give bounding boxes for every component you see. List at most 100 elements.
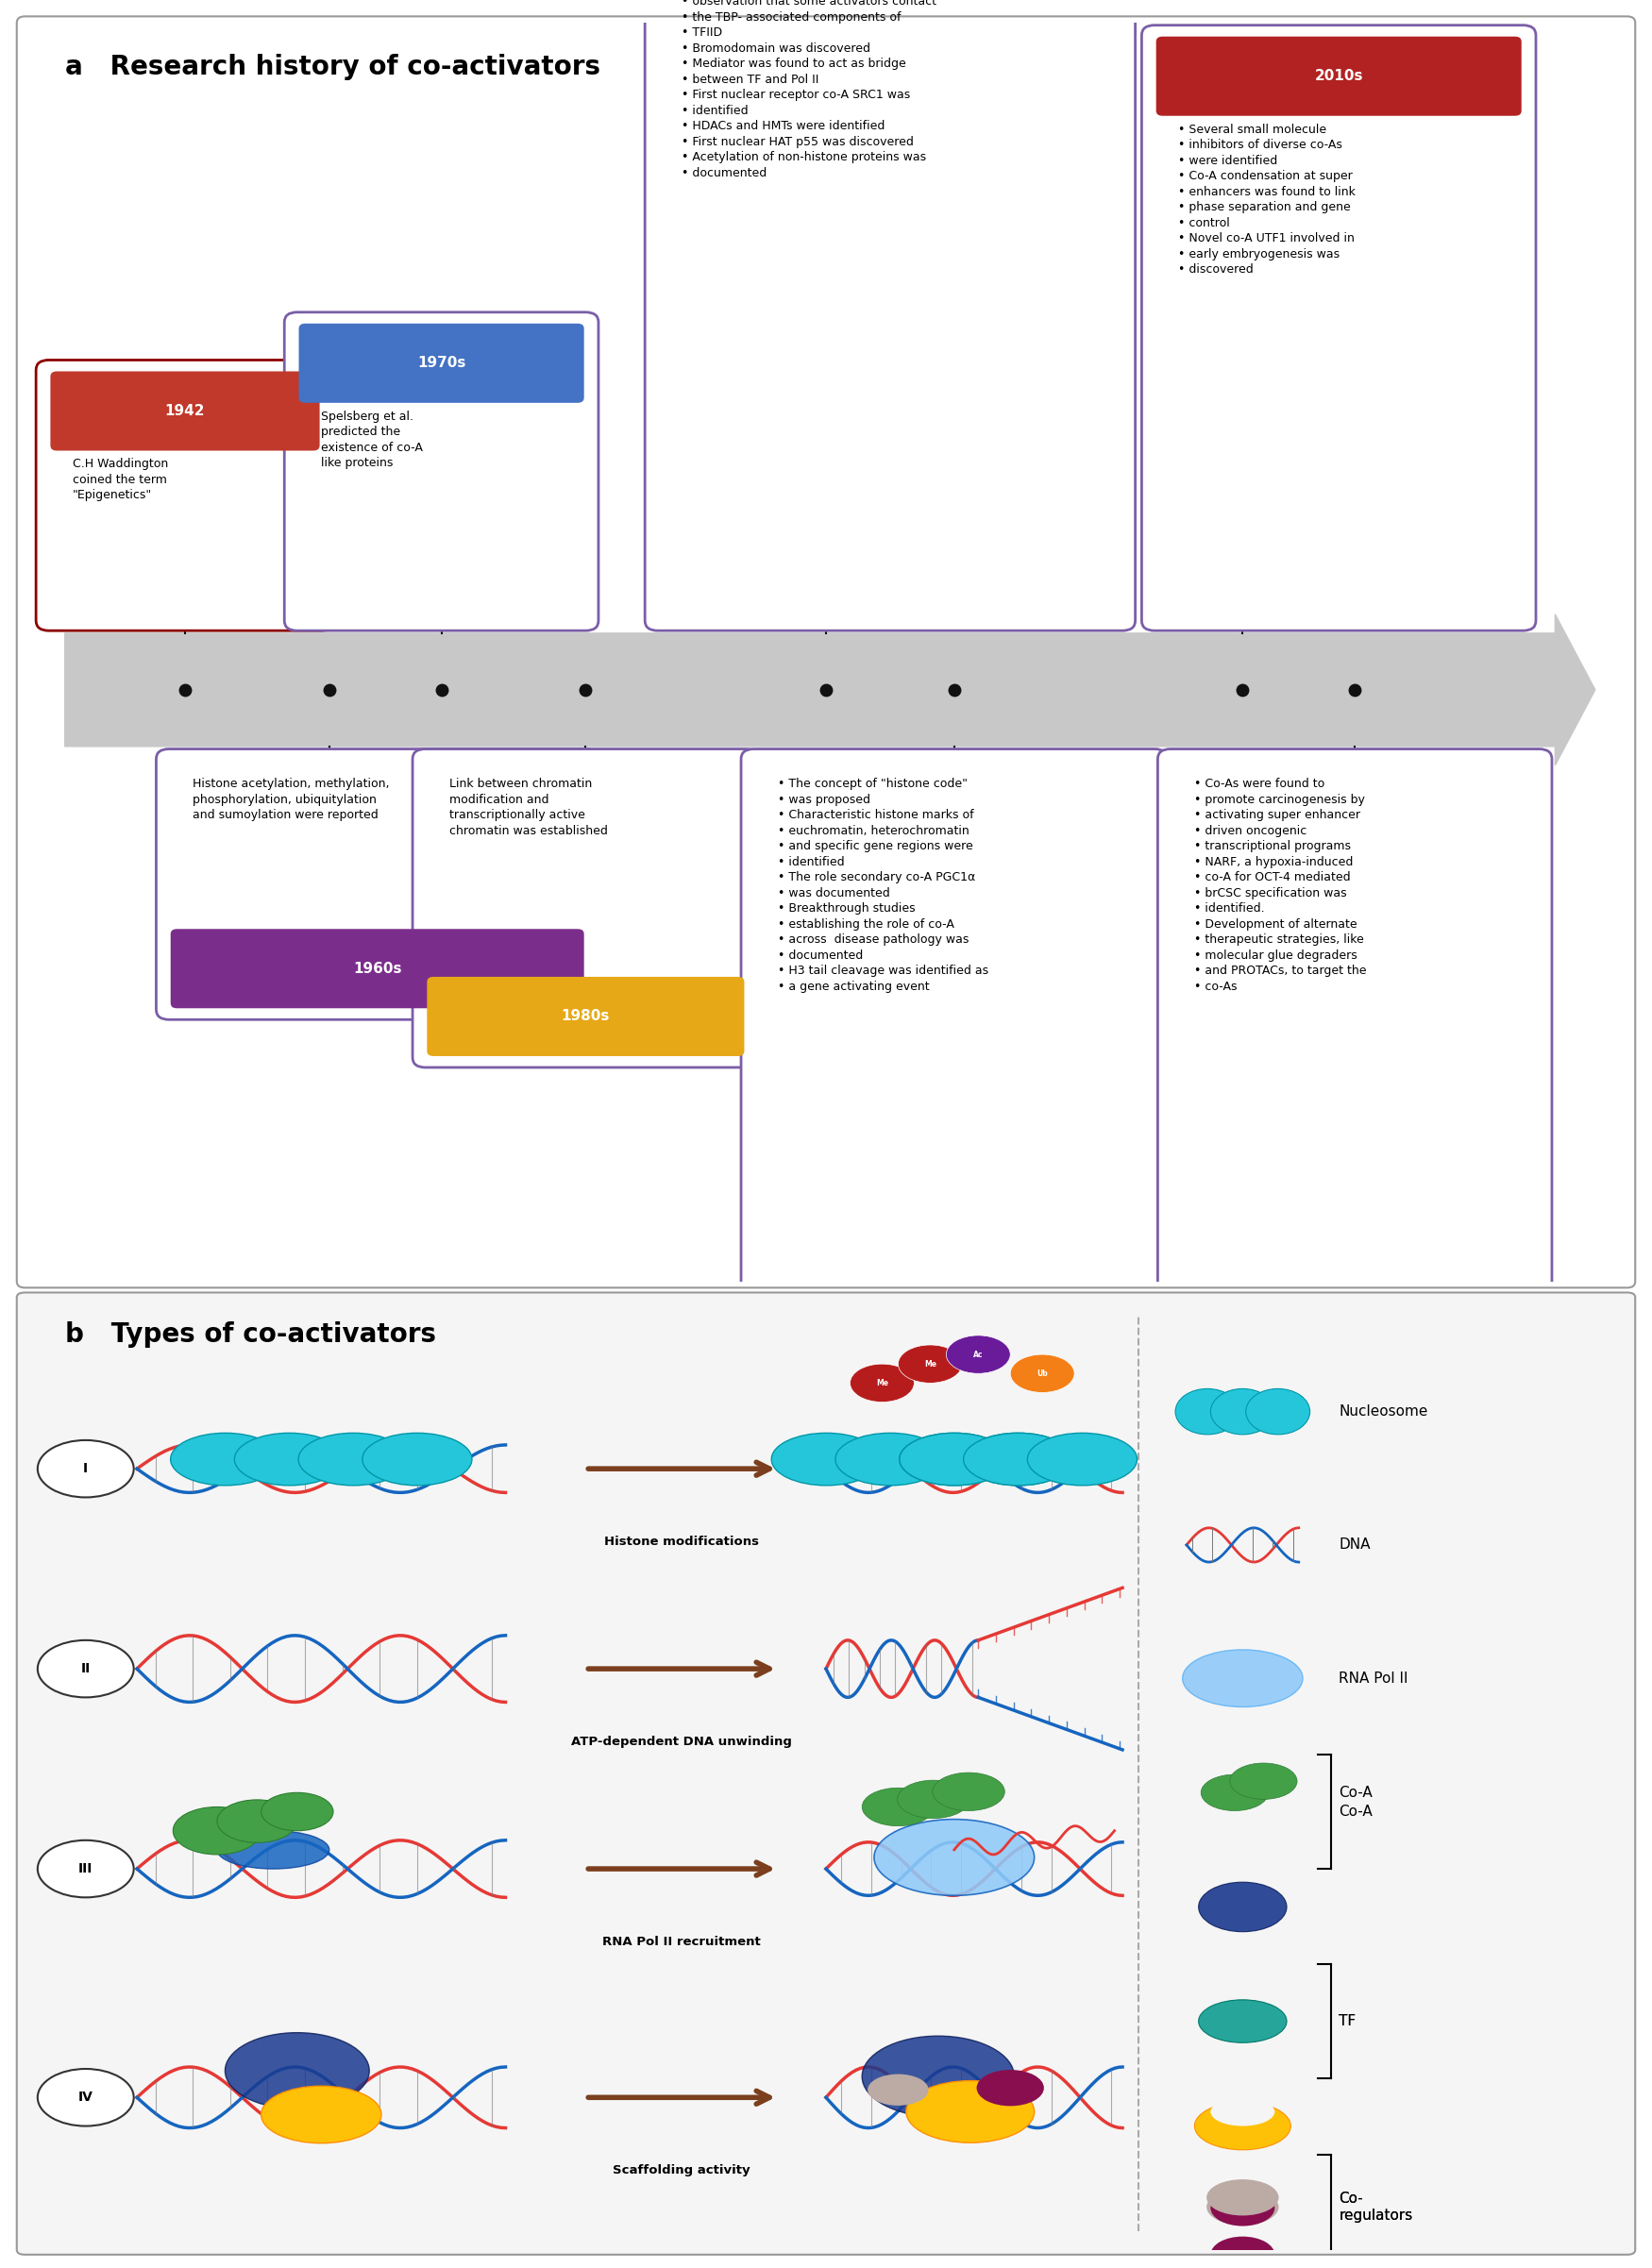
Ellipse shape [362, 1433, 472, 1486]
FancyBboxPatch shape [170, 930, 585, 1009]
Ellipse shape [771, 1433, 881, 1486]
Ellipse shape [1201, 1774, 1269, 1810]
FancyBboxPatch shape [413, 748, 758, 1068]
Ellipse shape [933, 1774, 1004, 1810]
Text: • Several small molecule
• inhibitors of diverse co-As
• were identified
• Co-A : • Several small molecule • inhibitors of… [1178, 122, 1356, 277]
Text: 1970s: 1970s [418, 356, 466, 370]
FancyBboxPatch shape [644, 0, 1135, 631]
Text: RNA Pol II: RNA Pol II [1338, 1672, 1408, 1685]
Ellipse shape [867, 2075, 928, 2105]
Ellipse shape [1211, 2191, 1275, 2227]
Circle shape [1011, 1354, 1074, 1393]
Text: Me: Me [923, 1361, 937, 1368]
Text: Histone modifications: Histone modifications [605, 1535, 760, 1547]
Ellipse shape [874, 1819, 1034, 1896]
Ellipse shape [170, 1433, 281, 1486]
Text: TF: TF [1338, 2014, 1356, 2028]
Circle shape [851, 1363, 914, 1402]
Ellipse shape [1211, 1388, 1275, 1433]
Ellipse shape [1028, 1433, 1137, 1486]
Text: C.H Waddington
coined the term
"Epigenetics": C.H Waddington coined the term "Epigenet… [73, 458, 169, 501]
Text: Ub: Ub [1037, 1370, 1047, 1377]
Text: II: II [81, 1662, 91, 1676]
Text: I: I [83, 1463, 88, 1476]
Text: a   Research history of co-activators: a Research history of co-activators [64, 54, 600, 82]
Text: Spelsberg et al.
predicted the
existence of co-A
like proteins: Spelsberg et al. predicted the existence… [320, 411, 423, 469]
Circle shape [38, 1640, 134, 1696]
Text: Co-A: Co-A [1338, 1785, 1373, 1801]
Text: Co-
regulators: Co- regulators [1338, 2191, 1412, 2223]
Ellipse shape [1211, 2236, 1275, 2268]
FancyBboxPatch shape [426, 978, 745, 1057]
Ellipse shape [1183, 1649, 1303, 1708]
Ellipse shape [225, 2032, 370, 2109]
Ellipse shape [261, 2087, 382, 2143]
FancyBboxPatch shape [51, 372, 319, 451]
FancyBboxPatch shape [17, 16, 1635, 1288]
Text: 2000s: 2000s [930, 1488, 978, 1501]
Circle shape [947, 1336, 1011, 1374]
Ellipse shape [173, 1808, 261, 1855]
Ellipse shape [1206, 2180, 1279, 2216]
Text: Link between chromatin
modification and
transcriptionally active
chromatin was e: Link between chromatin modification and … [449, 778, 608, 837]
Ellipse shape [1199, 1882, 1287, 1932]
FancyBboxPatch shape [17, 1293, 1635, 2254]
Ellipse shape [907, 2080, 1034, 2143]
Text: 2010s: 2010s [1315, 68, 1363, 84]
Ellipse shape [836, 1433, 945, 1486]
Text: DNA: DNA [1338, 1538, 1371, 1551]
Ellipse shape [862, 1787, 933, 1826]
Text: Nucleosome: Nucleosome [1338, 1404, 1427, 1420]
Ellipse shape [1206, 2189, 1279, 2225]
FancyBboxPatch shape [36, 361, 334, 631]
Ellipse shape [235, 1433, 344, 1486]
Text: • Concept of co-A came from the
• observation that some activators contact
• the: • Concept of co-A came from the • observ… [682, 0, 937, 179]
Text: IV: IV [78, 2091, 93, 2105]
Ellipse shape [216, 1830, 329, 1869]
Text: 2020s: 2020s [1330, 1488, 1379, 1501]
FancyArrow shape [64, 615, 1596, 764]
Ellipse shape [1246, 1388, 1310, 1433]
Text: Ac: Ac [973, 1349, 983, 1359]
FancyBboxPatch shape [157, 748, 598, 1021]
Circle shape [38, 1839, 134, 1898]
FancyBboxPatch shape [755, 1456, 1153, 1535]
Text: Co-A: Co-A [1338, 1805, 1373, 1819]
Text: Histone acetylation, methylation,
phosphorylation, ubiquitylation
and sumoylatio: Histone acetylation, methylation, phosph… [193, 778, 390, 821]
Ellipse shape [1199, 2000, 1287, 2043]
FancyBboxPatch shape [1142, 25, 1536, 631]
Ellipse shape [897, 1780, 970, 1819]
Circle shape [38, 1440, 134, 1497]
Ellipse shape [976, 2071, 1044, 2107]
FancyBboxPatch shape [1173, 1456, 1538, 1535]
Ellipse shape [1211, 2098, 1275, 2125]
Text: RNA Pol II recruitment: RNA Pol II recruitment [603, 1935, 762, 1948]
Ellipse shape [216, 1801, 297, 1842]
Ellipse shape [899, 1433, 1009, 1486]
Circle shape [899, 1345, 961, 1383]
Ellipse shape [900, 1433, 1009, 1486]
FancyBboxPatch shape [1158, 748, 1551, 1547]
Text: Scaffolding activity: Scaffolding activity [613, 2164, 750, 2177]
Circle shape [38, 2068, 134, 2125]
Ellipse shape [1229, 1762, 1297, 1799]
Text: TF: TF [1338, 2014, 1356, 2028]
Text: Co-
regulators: Co- regulators [1338, 2191, 1412, 2223]
Ellipse shape [1175, 1388, 1239, 1433]
Text: 1942: 1942 [165, 404, 205, 417]
Ellipse shape [261, 1792, 334, 1830]
Ellipse shape [963, 1433, 1074, 1486]
FancyBboxPatch shape [742, 748, 1168, 1547]
Text: III: III [78, 1862, 93, 1876]
Text: 1960s: 1960s [354, 962, 401, 975]
Text: b   Types of co-activators: b Types of co-activators [64, 1320, 436, 1347]
Text: Me: Me [876, 1379, 889, 1388]
Ellipse shape [299, 1433, 408, 1486]
Text: ATP-dependent DNA unwinding: ATP-dependent DNA unwinding [572, 1735, 793, 1749]
Ellipse shape [862, 2037, 1014, 2116]
FancyBboxPatch shape [299, 324, 585, 404]
Ellipse shape [1194, 2102, 1290, 2150]
FancyBboxPatch shape [1156, 36, 1521, 116]
Text: • Co-As were found to
• promote carcinogenesis by
• activating super enhancer
• : • Co-As were found to • promote carcinog… [1194, 778, 1366, 993]
Text: • The concept of "histone code"
• was proposed
• Characteristic histone marks of: • The concept of "histone code" • was pr… [778, 778, 988, 993]
